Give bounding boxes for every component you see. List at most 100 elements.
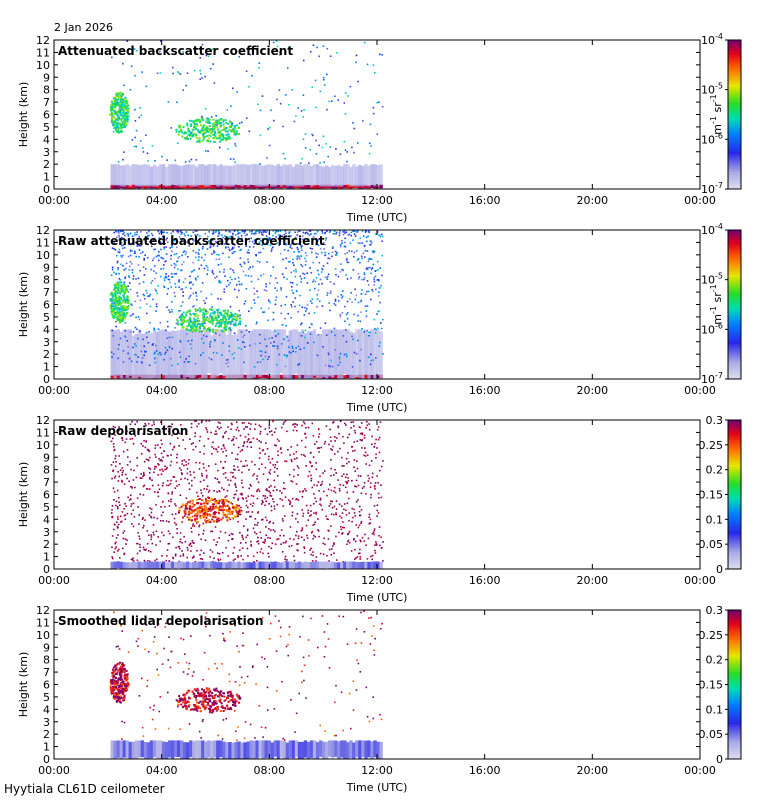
y-tick-label: 6 — [43, 109, 50, 122]
cloud-cell — [184, 507, 187, 510]
cloud-cell — [117, 98, 119, 101]
cloud-cell — [118, 292, 121, 295]
cloud-cell — [189, 134, 192, 137]
noise-cell — [212, 123, 214, 125]
noise-cell — [244, 234, 247, 237]
noise-cell — [364, 249, 367, 252]
noise-cell — [265, 488, 268, 490]
noise-cell — [354, 470, 357, 472]
noise-cell — [150, 534, 152, 536]
noise-cell — [159, 351, 161, 354]
noise-cell — [181, 263, 183, 266]
noise-cell — [234, 469, 236, 471]
noise-cell — [350, 292, 352, 294]
noise-cell — [241, 121, 243, 124]
noise-cell — [216, 450, 219, 453]
noise-cell — [285, 236, 287, 238]
noise-cell — [213, 490, 215, 492]
haze-cell — [297, 331, 302, 379]
noise-cell — [131, 420, 133, 423]
noise-cell — [126, 107, 128, 109]
cloud-cell — [114, 106, 117, 109]
noise-cell — [198, 253, 200, 255]
noise-cell — [196, 549, 198, 552]
noise-cell — [372, 531, 375, 534]
noise-cell — [137, 316, 140, 318]
noise-cell — [290, 480, 292, 482]
noise-cell — [173, 262, 176, 265]
cloud-cell — [121, 123, 124, 126]
noise-cell — [232, 251, 235, 253]
noise-cell — [219, 558, 222, 561]
noise-cell — [259, 230, 261, 233]
noise-cell — [251, 460, 253, 463]
noise-cell — [279, 51, 281, 54]
noise-cell — [114, 249, 117, 251]
noise-cell — [171, 434, 173, 437]
colorbar-cell — [728, 159, 741, 163]
noise-cell — [346, 543, 348, 546]
noise-cell — [205, 297, 208, 300]
noise-cell — [335, 148, 337, 150]
noise-cell — [143, 274, 146, 276]
noise-cell — [113, 499, 115, 501]
layer-cell — [225, 562, 229, 569]
noise-cell — [213, 231, 215, 234]
layer-cell — [334, 184, 338, 189]
noise-cell — [297, 248, 299, 251]
noise-cell — [181, 269, 183, 271]
cloud-cell — [232, 506, 235, 509]
noise-cell — [140, 473, 142, 475]
noise-cell — [222, 445, 225, 447]
noise-cell — [215, 430, 217, 433]
noise-cell — [308, 230, 311, 232]
noise-cell — [233, 468, 235, 471]
noise-cell — [382, 560, 384, 562]
noise-cell — [233, 465, 235, 467]
cloud-cell — [234, 508, 237, 511]
noise-cell — [243, 441, 246, 443]
noise-cell — [131, 238, 134, 240]
haze-cell — [231, 334, 235, 379]
cloud-cell — [116, 318, 119, 321]
haze-cell — [207, 164, 211, 187]
cloud-cell — [179, 315, 182, 318]
layer-cell — [131, 184, 136, 189]
noise-cell — [134, 234, 136, 236]
noise-cell — [149, 468, 152, 470]
colorbar-cell — [728, 237, 741, 241]
y-tick-label: 5 — [43, 311, 50, 324]
cloud-cell — [118, 302, 121, 305]
noise-cell — [376, 509, 378, 512]
noise-cell — [369, 482, 372, 484]
haze-cell — [155, 331, 160, 379]
noise-cell — [299, 294, 301, 297]
colorbar-cell — [728, 344, 741, 348]
noise-cell — [194, 420, 196, 422]
cloud-cell — [124, 115, 127, 118]
noise-cell — [302, 94, 305, 96]
noise-cell — [122, 62, 124, 65]
noise-cell — [239, 450, 242, 453]
noise-cell — [112, 130, 115, 133]
haze-cell — [198, 329, 202, 375]
noise-cell — [259, 361, 262, 363]
noise-cell — [228, 484, 230, 486]
panel-title: Attenuated backscatter coefficient — [58, 44, 293, 58]
cloud-cell — [194, 133, 197, 136]
noise-cell — [297, 537, 300, 540]
noise-cell — [183, 535, 185, 538]
noise-cell — [192, 242, 194, 245]
cloud-cell — [118, 321, 121, 324]
noise-cell — [111, 356, 113, 358]
noise-cell — [291, 345, 294, 348]
noise-cell — [139, 543, 141, 546]
haze-cell — [183, 165, 187, 187]
noise-cell — [347, 533, 349, 535]
noise-cell — [153, 533, 155, 536]
noise-cell — [180, 305, 182, 307]
noise-cell — [331, 255, 333, 258]
noise-cell — [206, 248, 209, 250]
noise-cell — [162, 520, 164, 522]
noise-cell — [170, 258, 172, 260]
